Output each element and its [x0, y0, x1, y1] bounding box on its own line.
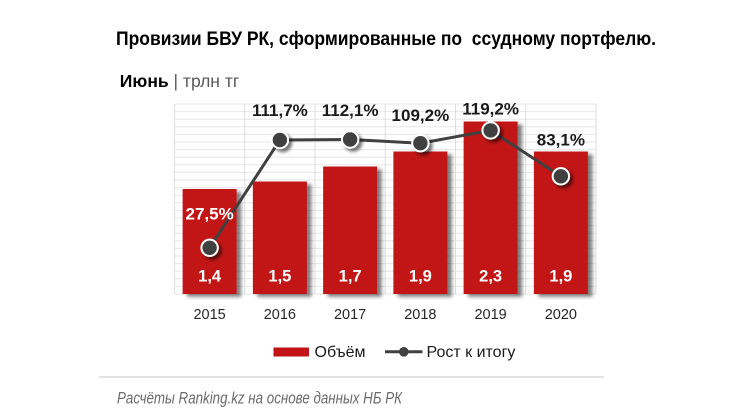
svg-text:27,5%: 27,5% [186, 205, 234, 224]
svg-text:2016: 2016 [264, 307, 296, 323]
svg-text:2019: 2019 [474, 307, 506, 323]
svg-text:2,3: 2,3 [479, 268, 502, 286]
svg-text:2020: 2020 [545, 307, 577, 323]
svg-text:2015: 2015 [193, 307, 225, 323]
svg-text:1,7: 1,7 [339, 268, 362, 286]
svg-text:1,5: 1,5 [268, 268, 291, 286]
svg-text:Объём: Объём [315, 344, 366, 361]
svg-text:112,1%: 112,1% [322, 101, 379, 120]
svg-text:1,4: 1,4 [198, 268, 222, 286]
svg-text:111,7%: 111,7% [252, 101, 308, 120]
svg-text:83,1%: 83,1% [537, 131, 585, 150]
svg-text:Расчёты Ranking.kz на основе д: Расчёты Ranking.kz на основе данных НБ Р… [117, 390, 403, 408]
svg-text:1,9: 1,9 [409, 268, 432, 286]
svg-text:1,9: 1,9 [549, 268, 572, 286]
svg-text:2018: 2018 [404, 307, 436, 323]
svg-text:Июнь | трлн тг: Июнь | трлн тг [120, 71, 239, 91]
svg-text:109,2%: 109,2% [392, 106, 450, 125]
svg-text:2017: 2017 [334, 307, 366, 323]
svg-text:Рост к итогу: Рост к итогу [427, 344, 516, 361]
svg-text:Провизии БВУ РК, сформированны: Провизии БВУ РК, сформированные по ссудн… [116, 29, 656, 50]
svg-text:119,2%: 119,2% [462, 99, 519, 118]
